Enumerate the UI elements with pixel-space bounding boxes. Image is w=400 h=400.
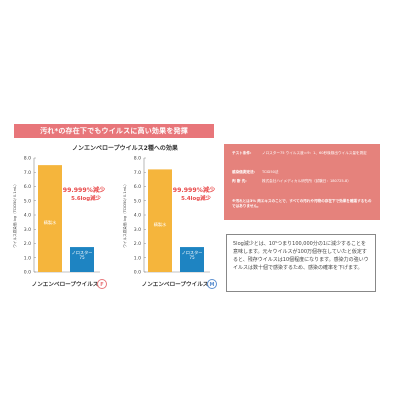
y-tick-label: 7.0 xyxy=(134,170,141,176)
y-tick-label: 3.0 xyxy=(24,227,31,233)
y-tick-label: 6.0 xyxy=(134,184,141,190)
variant-marker-circle xyxy=(97,279,107,289)
info-value: TCID50法 xyxy=(262,170,279,174)
y-tick-label: 1.0 xyxy=(24,255,31,261)
bar-category-label: ノロスター xyxy=(182,249,203,256)
bar-category-label: 75 xyxy=(79,255,85,260)
y-axis-label: ウイルス感染価 log（TCID50/ 0.1mL） xyxy=(122,182,127,247)
y-tick-label: 4.0 xyxy=(24,213,31,219)
headline-banner: 汚れ*の存在下でもウイルスに高い効果を発揮 xyxy=(14,124,214,138)
x-axis-label: ノンエンベロープウイルス xyxy=(32,280,99,288)
bar-water xyxy=(148,169,172,272)
bar-chart-m: ウイルス感染価 log（TCID50/ 0.1mL） 0.0 1.0 2.0 3.0 4.… xyxy=(122,156,217,289)
x-axis-label: ノンエンベロープウイルス xyxy=(142,280,209,288)
y-tick-label: 4.0 xyxy=(134,213,141,219)
y-tick-label: 6.0 xyxy=(24,184,31,190)
info-value: 株式会社ハイメディカル研究所（試験日：180725-8） xyxy=(262,179,351,183)
variant-marker-label: F xyxy=(100,282,103,288)
info-key: テスト条件: xyxy=(232,151,252,155)
y-tick-label: 5.0 xyxy=(134,198,141,204)
reduction-percent: 99.999%減少 xyxy=(173,186,216,194)
bar-category-label: 精製水 xyxy=(154,221,167,228)
y-tick-label: 8.0 xyxy=(24,156,31,162)
bar-category-label: ノロスター xyxy=(72,249,93,256)
y-axis-label: ウイルス感染価 log（TCID50/ 0.1mL） xyxy=(12,182,17,247)
bar-chart-f: ウイルス感染価 log（TCID50/ 0.1mL） 0.0 1.0 2.0 3.0 4.… xyxy=(12,156,107,289)
y-tick-label: 8.0 xyxy=(134,156,141,162)
variant-marker-circle xyxy=(207,279,217,289)
y-tick-label: 1.0 xyxy=(134,255,141,261)
variant-marker-label: M xyxy=(210,282,215,288)
bar-product xyxy=(180,247,204,272)
y-tick-label: 3.0 xyxy=(134,227,141,233)
info-key: 感染価測定法: xyxy=(232,170,255,174)
bar-category-label: 精製水 xyxy=(44,219,57,226)
y-tick-label: 0.0 xyxy=(134,270,141,276)
bar-product xyxy=(70,247,94,272)
reduction-log: 5.4log減少 xyxy=(181,194,211,202)
reduction-percent: 99.999%減少 xyxy=(63,186,106,194)
info-key: 判 断 先: xyxy=(232,179,247,183)
bar-water xyxy=(38,165,62,272)
y-tick-label: 7.0 xyxy=(24,170,31,176)
info-value: ノロスター75 ウイルス液＝9：1、60秒後検出ウイルス量を測定 xyxy=(262,151,367,155)
chart-subtitle: ノンエンベロープウイルス2種への効果 xyxy=(72,145,178,152)
dirt-note: ※汚れとは3% 肉エキスのことで、すべての汚れや汚物の存在下で効果を確認するもの… xyxy=(232,199,372,209)
log-reduction-explanation: 5log減少とは、10⁵つまり100,000分の1に減少することを意味します。元… xyxy=(226,234,376,292)
bar-category-label: 75 xyxy=(189,255,195,260)
y-tick-label: 2.0 xyxy=(24,241,31,247)
y-tick-label: 2.0 xyxy=(134,241,141,247)
test-conditions-box: テスト条件: ノロスター75 ウイルス液＝9：1、60秒後検出ウイルス量を測定 … xyxy=(224,144,380,220)
y-tick-label: 5.0 xyxy=(24,198,31,204)
y-tick-label: 0.0 xyxy=(24,270,31,276)
reduction-log: 5.6log減少 xyxy=(71,194,101,202)
